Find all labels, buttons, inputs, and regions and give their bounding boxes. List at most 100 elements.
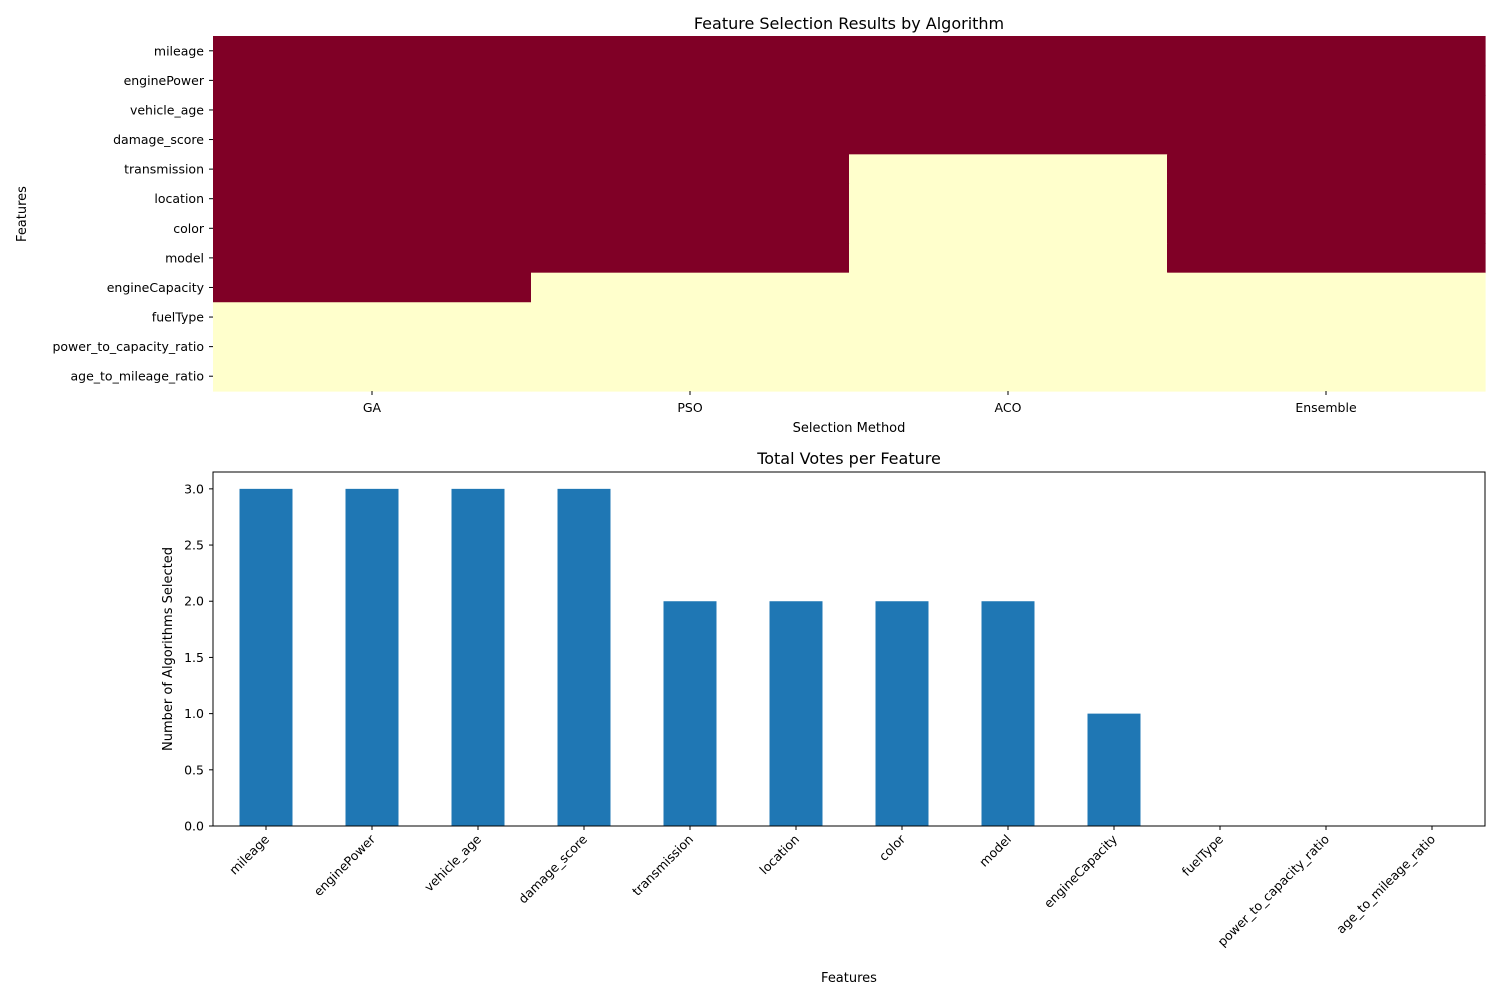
bar-x-tick-label: model xyxy=(976,832,1014,870)
heatmap-cell-power-to-capacity-ratio-pso xyxy=(531,331,850,363)
heatmap-cell-enginepower-aco xyxy=(849,65,1168,96)
bar-model xyxy=(981,601,1035,826)
bar-x-tick-label: power_to_capacity_ratio xyxy=(1214,832,1332,950)
heatmap-cell-transmission-aco xyxy=(849,154,1168,185)
heatmap-cell-vehicle-age-pso xyxy=(531,95,850,126)
heatmap-y-tick-label: mileage xyxy=(154,43,204,58)
heatmap-cell-transmission-pso xyxy=(531,154,850,185)
bar-y-tick-label: 2.5 xyxy=(184,538,204,553)
bar-y-tick-label: 1.0 xyxy=(184,706,204,721)
heatmap-cells xyxy=(213,36,1486,392)
heatmap-x-tick-label: Ensemble xyxy=(1295,400,1357,415)
heatmap-cell-age-to-mileage-ratio-aco xyxy=(849,361,1168,392)
bar-x-tick-label: fuelType xyxy=(1179,831,1227,879)
heatmap-cell-enginepower-ga xyxy=(213,65,532,96)
heatmap-cell-enginecapacity-aco xyxy=(849,272,1168,303)
heatmap-cell-mileage-pso xyxy=(531,36,850,67)
bar-mileage xyxy=(239,488,293,826)
heatmap-cell-mileage-aco xyxy=(849,36,1168,67)
heatmap-panel: Feature Selection Results by Algorithm m… xyxy=(15,14,1486,436)
heatmap-y-tick-label: engineCapacity xyxy=(107,280,205,295)
heatmap-y-tick-label: damage_score xyxy=(113,132,204,147)
bar-damage-score xyxy=(557,488,611,826)
bar-enginepower xyxy=(345,488,399,826)
heatmap-x-tick-label: ACO xyxy=(995,400,1022,415)
heatmap-cell-model-aco xyxy=(849,243,1168,274)
heatmap-cell-color-pso xyxy=(531,213,850,244)
bar-series xyxy=(239,488,1141,826)
heatmap-cell-fueltype-aco xyxy=(849,302,1168,333)
bar-x-tick-label: vehicle_age xyxy=(421,831,484,894)
heatmap-cell-fueltype-ensemble xyxy=(1167,302,1486,333)
heatmap-cell-vehicle-age-aco xyxy=(849,95,1168,126)
heatmap-cell-age-to-mileage-ratio-ga xyxy=(213,361,532,392)
heatmap-cell-color-aco xyxy=(849,213,1168,244)
heatmap-cell-model-ensemble xyxy=(1167,243,1486,274)
heatmap-cell-vehicle-age-ensemble xyxy=(1167,95,1486,126)
bar-x-tick-label: color xyxy=(876,831,909,864)
heatmap-cell-damage-score-ensemble xyxy=(1167,124,1486,155)
heatmap-x-tick-label: GA xyxy=(363,400,382,415)
heatmap-y-ticks: mileage enginePower vehicle_age damage_scor… xyxy=(52,43,213,384)
heatmap-cell-color-ga xyxy=(213,213,532,244)
heatmap-cell-enginecapacity-pso xyxy=(531,272,850,303)
bar-y-tick-label: 3.0 xyxy=(184,481,204,496)
heatmap-cell-enginecapacity-ensemble xyxy=(1167,272,1486,303)
heatmap-cell-enginecapacity-ga xyxy=(213,272,532,303)
bar-x-tick-label: mileage xyxy=(226,831,272,877)
bar-color xyxy=(875,601,929,826)
heatmap-cell-model-ga xyxy=(213,243,532,274)
bar-y-tick-label: 1.5 xyxy=(184,650,204,665)
bar-y-tick-label: 0.0 xyxy=(184,819,204,834)
bar-enginecapacity xyxy=(1087,713,1141,826)
heatmap-cell-color-ensemble xyxy=(1167,213,1486,244)
bar-y-tick-label: 0.5 xyxy=(184,762,204,777)
heatmap-title: Feature Selection Results by Algorithm xyxy=(694,14,1004,33)
heatmap-y-tick-label: color xyxy=(173,221,205,236)
heatmap-cell-fueltype-pso xyxy=(531,302,850,333)
bar-x-tick-label: damage_score xyxy=(515,831,590,906)
bar-x-tick-label: location xyxy=(756,832,802,878)
heatmap-y-tick-label: power_to_capacity_ratio xyxy=(52,339,204,354)
heatmap-y-tick-label: age_to_mileage_ratio xyxy=(70,369,204,384)
heatmap-cell-vehicle-age-ga xyxy=(213,95,532,126)
bar-chart-title: Total Votes per Feature xyxy=(756,449,941,468)
heatmap-cell-age-to-mileage-ratio-ensemble xyxy=(1167,361,1486,392)
heatmap-y-tick-label: model xyxy=(165,250,204,265)
bar-y-tick-label: 2.0 xyxy=(184,594,204,609)
bar-x-tick-label: age_to_mileage_ratio xyxy=(1333,832,1438,937)
bar-y-ticks: 0.0 0.5 1.0 1.5 2.0 2.5 3.0 xyxy=(184,481,213,834)
heatmap-cell-model-pso xyxy=(531,243,850,274)
heatmap-y-tick-label: vehicle_age xyxy=(130,102,204,117)
bar-x-tick-label: enginePower xyxy=(311,831,379,899)
heatmap-cell-damage-score-aco xyxy=(849,124,1168,155)
heatmap-cell-power-to-capacity-ratio-aco xyxy=(849,331,1168,363)
heatmap-cell-fueltype-ga xyxy=(213,302,532,333)
bar-x-axis-label: Features xyxy=(821,971,877,986)
heatmap-cell-transmission-ensemble xyxy=(1167,154,1486,185)
bar-x-ticks: mileage enginePower vehicle_age damage_scor… xyxy=(226,826,1438,949)
heatmap-cell-enginepower-pso xyxy=(531,65,850,96)
bar-panel: Total Votes per Feature 0.0 0.5 1.0 1.5 2.0 2… xyxy=(161,449,1486,986)
bar-location xyxy=(769,601,823,826)
bar-vehicle-age xyxy=(451,488,505,826)
heatmap-cell-power-to-capacity-ratio-ga xyxy=(213,331,532,363)
bar-x-tick-label: engineCapacity xyxy=(1041,831,1121,911)
heatmap-y-tick-label: transmission xyxy=(124,162,204,177)
heatmap-cell-mileage-ga xyxy=(213,36,532,67)
heatmap-cell-power-to-capacity-ratio-ensemble xyxy=(1167,331,1486,363)
heatmap-cell-transmission-ga xyxy=(213,154,532,185)
heatmap-x-tick-label: PSO xyxy=(677,400,702,415)
bar-y-axis-label: Number of Algorithms Selected xyxy=(161,547,176,751)
heatmap-x-ticks: GA PSO ACO Ensemble xyxy=(363,391,1357,415)
bar-x-tick-label: transmission xyxy=(629,832,696,899)
heatmap-cell-location-ga xyxy=(213,183,532,215)
heatmap-cell-age-to-mileage-ratio-pso xyxy=(531,361,850,392)
heatmap-y-axis-label: Features xyxy=(15,186,30,242)
heatmap-cell-mileage-ensemble xyxy=(1167,36,1486,67)
heatmap-cell-enginepower-ensemble xyxy=(1167,65,1486,96)
heatmap-cell-location-aco xyxy=(849,183,1168,215)
heatmap-y-tick-label: location xyxy=(154,191,204,206)
heatmap-cell-damage-score-pso xyxy=(531,124,850,155)
